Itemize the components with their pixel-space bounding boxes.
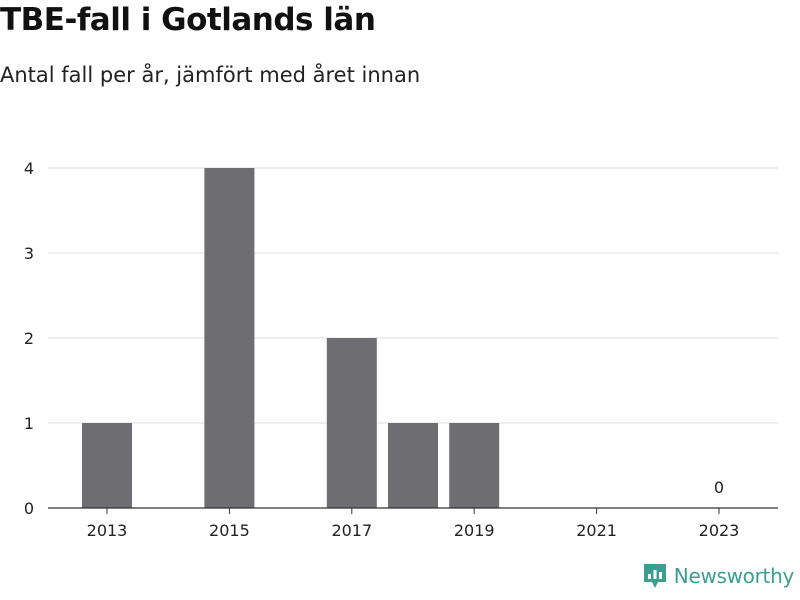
bar — [204, 168, 255, 508]
chart-title: TBE-fall i Gotlands län — [0, 2, 376, 38]
x-tick-label: 2017 — [331, 521, 372, 540]
x-tick-label: 2021 — [576, 521, 617, 540]
y-tick-label: 0 — [24, 499, 34, 518]
x-tick-label: 2019 — [454, 521, 495, 540]
x-tick-label: 2013 — [87, 521, 128, 540]
y-tick-label: 1 — [24, 414, 34, 433]
brand-name: Newsworthy — [673, 564, 795, 588]
brand-logo: Newsworthy — [642, 562, 794, 590]
x-tick-label: 2023 — [699, 521, 740, 540]
chart-subtitle: Antal fall per år, jämfört med året inna… — [0, 63, 421, 87]
newsworthy-logo-icon — [643, 564, 666, 588]
bar — [388, 423, 438, 508]
y-tick-label: 2 — [24, 329, 34, 348]
data-label: 0 — [714, 478, 724, 497]
bar — [449, 423, 500, 508]
bar — [82, 423, 132, 508]
x-tick-label: 2015 — [209, 521, 250, 540]
y-tick-label: 3 — [24, 244, 34, 263]
y-tick-label: 4 — [24, 159, 34, 178]
bar — [326, 338, 377, 508]
